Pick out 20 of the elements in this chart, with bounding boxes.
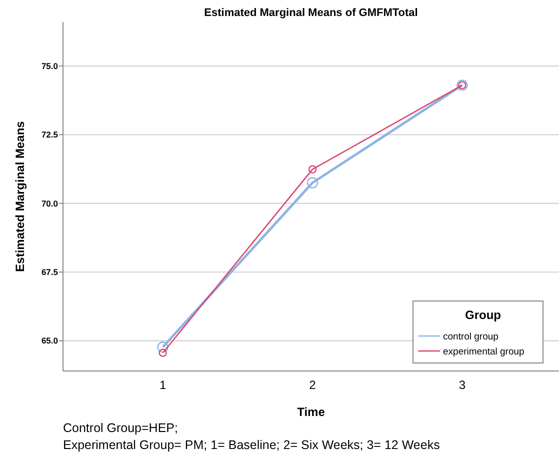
text: Experimental Group= PM; 1= Baseline; 2= Six Weeks; 3= 12 Weeks [63, 438, 440, 452]
text: Control Group=HEP; [63, 421, 178, 435]
legend-label: control group [443, 331, 498, 342]
y-axis-title: Estimated Marginal Means [13, 120, 27, 272]
point [157, 341, 168, 353]
point [308, 165, 317, 174]
point [306, 177, 318, 188]
y-tick-label: 65.0 [41, 336, 58, 346]
x-tick-label: 3 [458, 378, 466, 392]
y-tick-label: 72.5 [41, 130, 58, 140]
y-tick-label: 75.0 [41, 60, 58, 71]
y-tick-label: 70.0 [41, 198, 58, 208]
point [158, 348, 167, 357]
y-tick-label: 67.5 [41, 267, 58, 278]
x-axis-title: Time [297, 405, 326, 419]
x-tick-label: 2 [309, 378, 316, 392]
legend-label: experimental group [443, 346, 524, 358]
legend-title: Group [465, 308, 501, 322]
chart-title: Estimated Marginal Means of GMFMTotal [204, 7, 418, 19]
x-tick-label: 1 [159, 378, 166, 392]
